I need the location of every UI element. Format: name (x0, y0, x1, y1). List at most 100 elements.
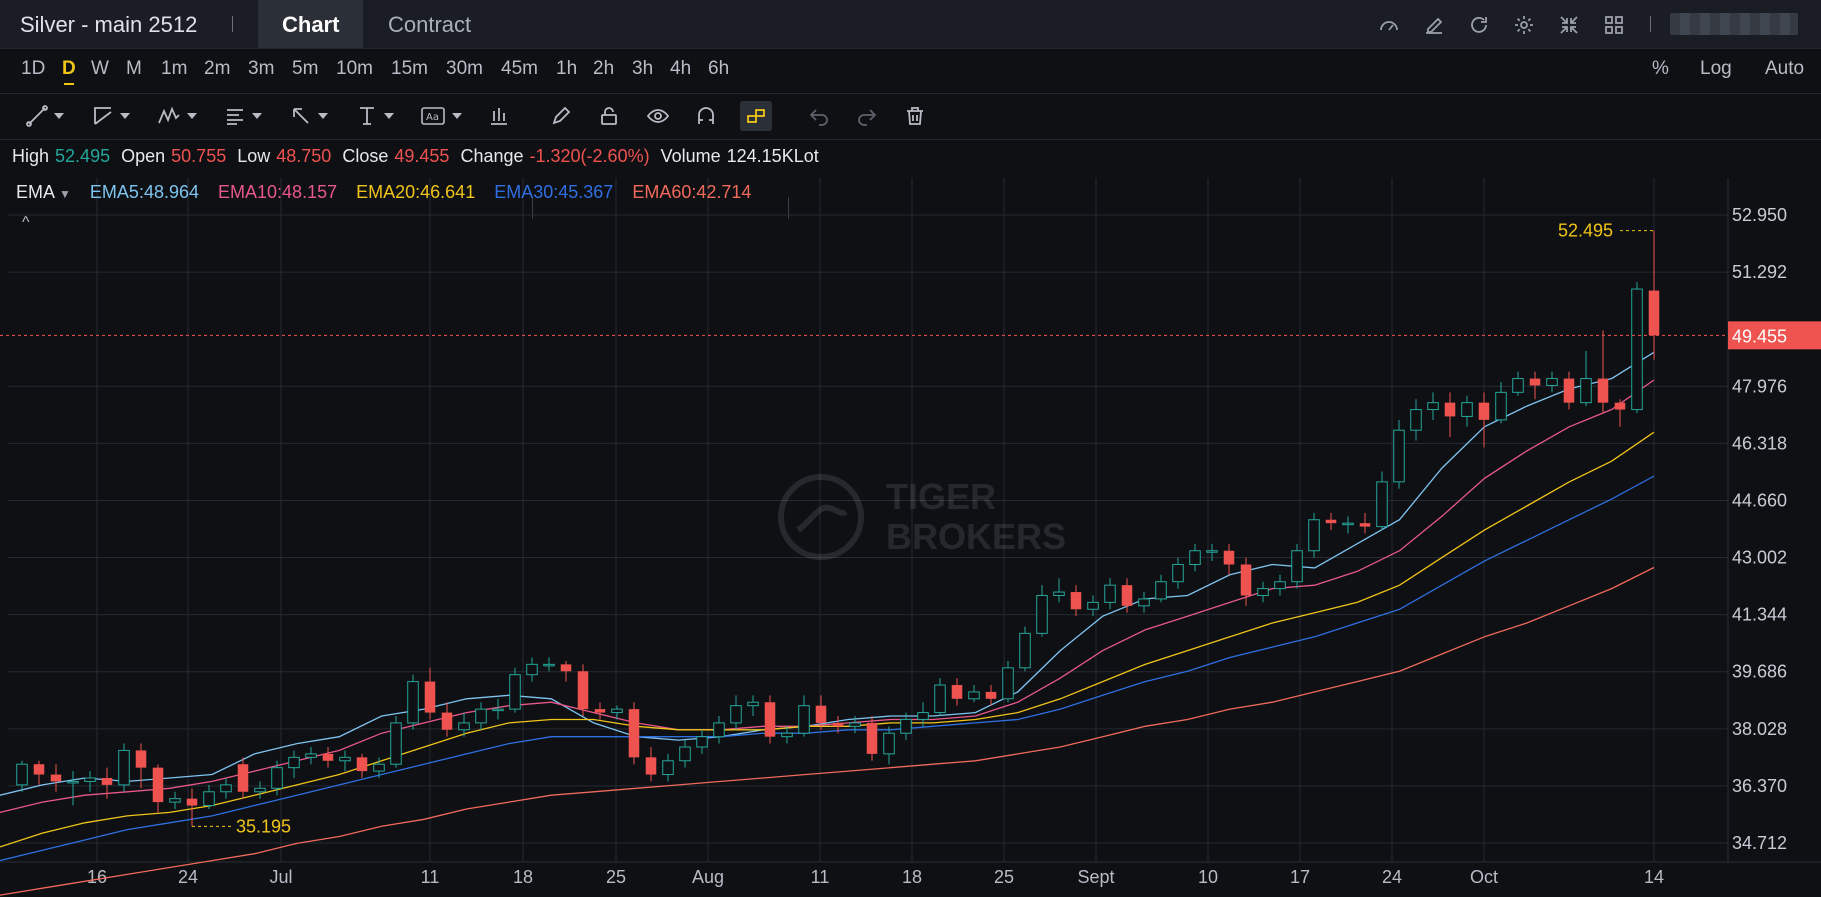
candle-body (1597, 378, 1609, 403)
candle-body (322, 753, 334, 761)
period-w[interactable]: W (91, 58, 109, 79)
collapse-icon[interactable] (1556, 12, 1582, 38)
redo-icon[interactable] (856, 101, 878, 131)
candle-body (577, 671, 589, 710)
text-tool[interactable]: Aa (420, 101, 462, 131)
gauge-icon[interactable] (1376, 12, 1402, 38)
indicator-dropdown-caret-icon[interactable]: ▼ (59, 187, 71, 201)
candle-body (390, 722, 402, 765)
edit-icon[interactable] (1421, 12, 1447, 38)
price-chart[interactable]: 16 24 Jul 11 18 25 Aug 11 18 25 Sept 10 17 24 Oct 14 52.… (0, 178, 1821, 897)
close-value: 49.455 (394, 146, 450, 166)
period-15m[interactable]: 15m (391, 58, 428, 79)
candle-body (203, 791, 215, 807)
x-tick-label: 14 (1644, 867, 1664, 887)
candle-body (1155, 581, 1167, 600)
y-tick-label: 43.002 (1732, 548, 1787, 568)
high-label: High (12, 146, 50, 166)
period-2h[interactable]: 2h (593, 58, 615, 79)
account-name-blurred[interactable] (1670, 13, 1798, 35)
candle-body (1393, 429, 1405, 483)
log-scale-toggle[interactable]: Log (1700, 58, 1732, 79)
candle-body (237, 764, 249, 792)
candle-body (67, 780, 79, 784)
lock-icon[interactable] (598, 101, 620, 131)
indicator-name[interactable]: EMA (16, 182, 56, 202)
candle-body (1631, 288, 1643, 411)
tiger-logo-icon (778, 474, 864, 560)
period-5m[interactable]: 5m (292, 58, 319, 79)
pen-icon[interactable] (550, 101, 572, 131)
candle-body (985, 691, 997, 699)
period-10m[interactable]: 10m (336, 58, 373, 79)
link-icon[interactable] (740, 101, 772, 131)
tab-chart[interactable]: Chart (258, 0, 364, 48)
candle-body (305, 753, 317, 758)
candle-body (883, 732, 895, 755)
candle-body (730, 705, 742, 724)
period-4h[interactable]: 4h (670, 58, 692, 79)
channel-tool[interactable] (92, 101, 130, 131)
candle-body (1240, 564, 1252, 596)
x-tick-label: 17 (1290, 867, 1310, 887)
indicator-tool[interactable] (488, 101, 510, 131)
tab-contract[interactable]: Contract (388, 12, 472, 37)
period-1h[interactable]: 1h (556, 58, 578, 79)
y-tick-label: 38.028 (1732, 719, 1787, 739)
candle-body (220, 784, 232, 793)
pattern-tool[interactable] (157, 101, 197, 131)
candle-body (1546, 378, 1558, 386)
broker-watermark: TIGER BROKERS (776, 472, 1066, 562)
candle-body (16, 763, 28, 786)
candle-body (50, 774, 62, 782)
auto-scale-toggle[interactable]: Auto (1765, 58, 1805, 79)
gear-icon[interactable] (1511, 12, 1537, 38)
period-30m[interactable]: 30m (446, 58, 483, 79)
period-45m[interactable]: 45m (501, 58, 538, 79)
period-2m[interactable]: 2m (204, 58, 231, 79)
close-label: Close (342, 146, 389, 166)
candle-body (679, 746, 691, 762)
svg-text:Aa: Aa (426, 112, 439, 123)
x-tick-label: 18 (513, 867, 533, 887)
watermark-line2: BROKERS (886, 516, 1067, 557)
trend-line-tool[interactable] (26, 101, 64, 131)
period-1m[interactable]: 1m (161, 58, 188, 79)
candle-body (1444, 402, 1456, 417)
refresh-icon[interactable] (1466, 12, 1492, 38)
grid-icon[interactable] (1601, 12, 1627, 38)
arrow-tool[interactable] (290, 101, 328, 131)
candle-body (917, 712, 929, 720)
eye-icon[interactable] (646, 101, 670, 131)
candle-body (1002, 667, 1014, 700)
candle-body (458, 722, 470, 731)
period-d[interactable]: D (62, 58, 76, 85)
x-tick-label: Oct (1470, 867, 1498, 887)
toolbar-divider (788, 197, 789, 219)
candle-body (849, 722, 861, 727)
period-m[interactable]: M (126, 58, 142, 79)
period-3m[interactable]: 3m (248, 58, 275, 79)
y-tick-label: 41.344 (1732, 605, 1787, 625)
undo-icon[interactable] (808, 101, 830, 131)
candle-body (815, 705, 827, 723)
measure-tool[interactable] (356, 101, 394, 131)
percent-scale-toggle[interactable]: % (1652, 58, 1669, 79)
magnet-icon[interactable] (695, 101, 717, 131)
ema-legend: EMA ▼ EMA5:48.964 EMA10:48.157 EMA20:46.6… (16, 182, 765, 203)
period-6h[interactable]: 6h (708, 58, 730, 79)
x-tick-label: 25 (994, 867, 1014, 887)
candle-body (1019, 632, 1031, 669)
period-3h[interactable]: 3h (632, 58, 654, 79)
y-tick-label: 51.292 (1732, 262, 1787, 282)
ema30-value: EMA30:45.367 (494, 182, 614, 202)
collapse-legend-caret-icon[interactable]: ^ (22, 214, 30, 231)
candle-body (288, 756, 300, 769)
candle-body (1087, 601, 1099, 610)
candle-body (1563, 378, 1575, 403)
trash-icon[interactable] (904, 101, 926, 131)
candle-body (356, 757, 368, 772)
period-1d[interactable]: 1D (21, 58, 46, 79)
fib-tool[interactable] (224, 101, 262, 131)
top-bar: Silver - main 2512 Chart Contract (0, 0, 1821, 49)
